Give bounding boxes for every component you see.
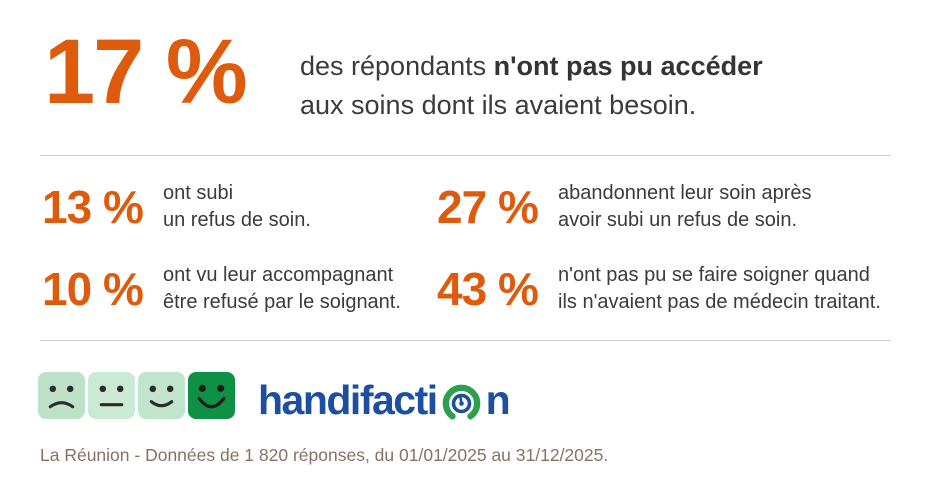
stats-grid: 13 % ont subi un refus de soin. 27 % aba… bbox=[42, 179, 890, 317]
stat-value: 10 % bbox=[42, 263, 144, 315]
handifaction-smiley-scale bbox=[38, 372, 235, 419]
stat-desc-line1: n'ont pas pu se faire soigner quand bbox=[558, 264, 870, 286]
wordmark-text-pre: handifacti bbox=[258, 376, 438, 423]
stat-description: ont subi un refus de soin. bbox=[163, 180, 311, 234]
divider-top bbox=[40, 155, 890, 156]
stat-desc-line2: un refus de soin. bbox=[163, 209, 311, 231]
handifaction-wordmark: handifacti n bbox=[258, 374, 511, 426]
stat-desc-line1: ont vu leur accompagnant bbox=[163, 264, 394, 286]
stat-description: abandonnent leur soin après avoir subi u… bbox=[558, 180, 812, 234]
stat-description: n'ont pas pu se faire soigner quand ils … bbox=[558, 262, 881, 316]
stat-desc-line1: abandonnent leur soin après bbox=[558, 182, 812, 204]
data-source-note: La Réunion - Données de 1 820 réponses, … bbox=[40, 445, 609, 465]
stat-desc-line1: ont subi bbox=[163, 182, 234, 204]
gauge-o-icon bbox=[438, 379, 485, 426]
hero-statement: des répondants n'ont pas pu accéder aux … bbox=[300, 47, 763, 125]
divider-bottom bbox=[40, 340, 890, 341]
stat-desc-line2: être refusé par le soignant. bbox=[163, 291, 401, 313]
happy-face-icon bbox=[188, 372, 235, 419]
stat-desc-line2: avoir subi un refus de soin. bbox=[558, 209, 798, 231]
hero-statement-line1: des répondants n'ont pas pu accéder bbox=[300, 47, 763, 86]
hero-line1-normal: des répondants bbox=[300, 51, 494, 81]
sad-face-icon bbox=[38, 372, 85, 419]
stat-description: ont vu leur accompagnant être refusé par… bbox=[163, 262, 401, 316]
stat-abandon-soin: 27 % abandonnent leur soin après avoir s… bbox=[437, 179, 890, 235]
stat-sans-medecin-traitant: 43 % n'ont pas pu se faire soigner quand… bbox=[437, 261, 890, 317]
hero-line1-bold: n'ont pas pu accéder bbox=[493, 51, 763, 81]
hero-statement-line2: aux soins dont ils avaient besoin. bbox=[300, 90, 697, 120]
slight-smile-face-icon bbox=[138, 372, 185, 419]
neutral-face-icon bbox=[88, 372, 135, 419]
stat-accompagnant-refuse: 10 % ont vu leur accompagnant être refus… bbox=[42, 261, 437, 317]
hero-percentage: 17 % bbox=[44, 21, 248, 123]
stat-value: 27 % bbox=[437, 181, 539, 233]
stat-refus-de-soin: 13 % ont subi un refus de soin. bbox=[42, 179, 437, 235]
stat-value: 43 % bbox=[437, 263, 539, 315]
stat-value: 13 % bbox=[42, 181, 144, 233]
wordmark-text-post: n bbox=[485, 376, 511, 423]
stat-desc-line2: ils n'avaient pas de médecin traitant. bbox=[558, 291, 881, 313]
